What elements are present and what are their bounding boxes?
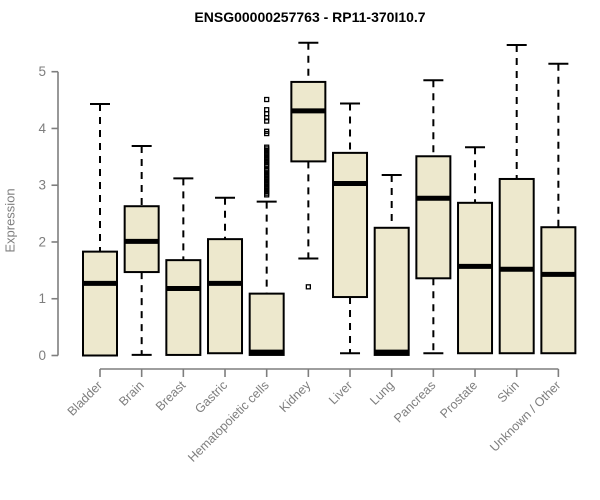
x-tick-label: Kidney [277,378,314,415]
x-tick-label: Prostate [437,378,480,421]
box-skin [498,177,535,355]
x-tick-label: Liver [326,378,355,407]
x-tick-label: Skin [495,378,522,405]
box-hematopoietic-cells [248,292,285,356]
box-unknown-other [540,226,577,355]
outlier-point-hematopoietic-cells [264,118,270,124]
x-tick-label: Gastric [192,378,230,416]
x-tick-label: Pancreas [391,378,438,425]
chart-title: ENSG00000257763 - RP11-370I10.7 [194,9,426,25]
box-lung [373,226,410,356]
outlier-point-hematopoietic-cells [264,192,270,198]
y-tick-label: 3 [38,178,46,193]
y-tick-label: 4 [38,121,46,136]
box-bladder [82,250,118,357]
y-tick-label: 2 [38,234,46,249]
x-tick-label: Bladder [65,378,105,418]
box-gastric [207,238,244,355]
y-tick-label: 5 [38,64,46,79]
box-kidney [290,80,327,163]
box-pancreas [415,155,452,280]
box-breast [165,259,202,356]
y-tick-label: 1 [38,291,46,306]
outlier-point-hematopoietic-cells [264,130,270,137]
outlier-point-kidney [305,284,312,290]
x-tick-label: Unknown / Other [487,378,563,454]
x-tick-label: Lung [367,378,397,408]
y-tick-label: 0 [38,348,46,363]
outlier-point-hematopoietic-cells [264,96,270,103]
x-tick-label: Hematopoietic cells [185,378,272,465]
box-liver [332,151,369,299]
x-tick-label: Breast [153,378,189,414]
box-prostate [457,201,494,355]
x-tick-label: Brain [116,378,147,409]
